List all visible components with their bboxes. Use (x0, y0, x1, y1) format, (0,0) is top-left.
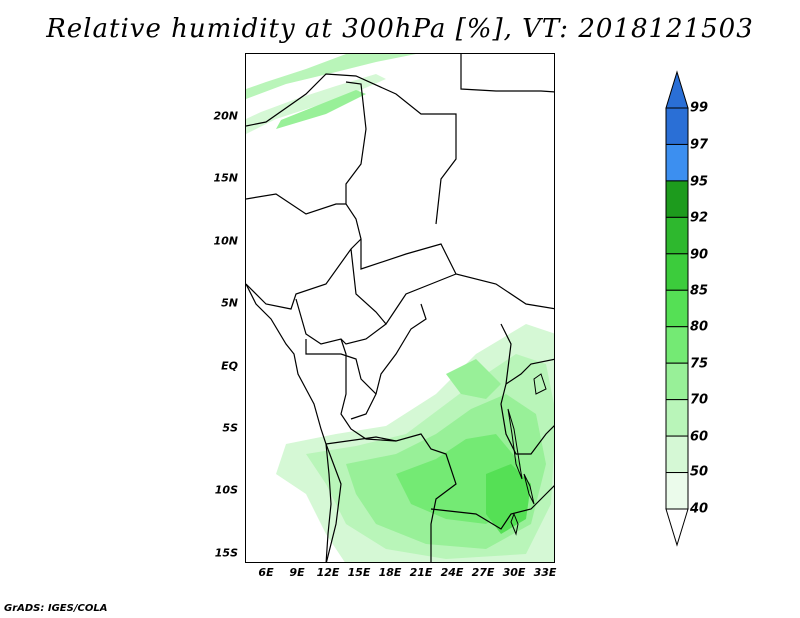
colorbar-label: 85 (690, 283, 709, 299)
colorbar (665, 70, 689, 547)
lat-label: 20N (213, 109, 238, 123)
lon-label: 15E (347, 566, 371, 579)
lon-label: 24E (440, 566, 464, 579)
lat-label: 10S (214, 483, 238, 497)
colorbar-bottom-arrow (665, 508, 689, 547)
colorbar-label: 40 (690, 501, 709, 517)
lon-label: 21E (409, 566, 433, 579)
lon-label: 30E (502, 566, 526, 579)
colorbar-label: 75 (690, 356, 709, 372)
colorbar-box (665, 289, 689, 328)
coastline (246, 283, 332, 562)
colorbar-label: 95 (690, 174, 709, 190)
colorbar-box (665, 180, 689, 218)
lat-label: 15N (213, 171, 238, 185)
colorbar-top-arrow (665, 70, 689, 109)
colorbar-label: 70 (690, 392, 709, 408)
humidity-shading-north (246, 54, 416, 134)
colorbar-box (665, 253, 689, 291)
lakes (507, 373, 547, 536)
colorbar-box (665, 326, 689, 364)
lon-label: 18E (378, 566, 402, 579)
colorbar-box (665, 435, 689, 474)
colorbar-box (665, 362, 689, 401)
colorbar-label: 50 (690, 464, 709, 480)
colorbar-box (665, 472, 689, 510)
lon-label: 12E (316, 566, 340, 579)
colorbar-box (665, 216, 689, 255)
lon-label: 27E (471, 566, 495, 579)
lat-label: 5S (222, 421, 238, 435)
lon-label: 6E (258, 566, 274, 579)
colorbar-label: 90 (690, 247, 709, 263)
map-canvas (246, 54, 554, 562)
lat-label: EQ (221, 359, 238, 373)
map-panel (245, 53, 555, 563)
lat-label: 10N (213, 234, 238, 248)
colorbar-box (665, 143, 689, 182)
grads-credit: GrADS: IGES/COLA (4, 603, 108, 614)
colorbar-boxes (665, 107, 689, 510)
lat-label: 15S (214, 546, 238, 560)
lon-label: 9E (289, 566, 305, 579)
colorbar-label: 80 (690, 319, 709, 335)
colorbar-box (665, 399, 689, 437)
lon-label: 33E (533, 566, 557, 579)
colorbar-box (665, 107, 689, 145)
humidity-shading-south (276, 324, 554, 562)
colorbar-label: 60 (690, 429, 709, 445)
lat-label: 5N (221, 296, 238, 310)
colorbar-label: 92 (690, 210, 709, 226)
map-title: Relative humidity at 300hPa [%], VT: 201… (46, 14, 754, 44)
colorbar-label: 99 (690, 100, 709, 116)
country-borders (246, 54, 554, 562)
colorbar-label: 97 (690, 137, 709, 153)
